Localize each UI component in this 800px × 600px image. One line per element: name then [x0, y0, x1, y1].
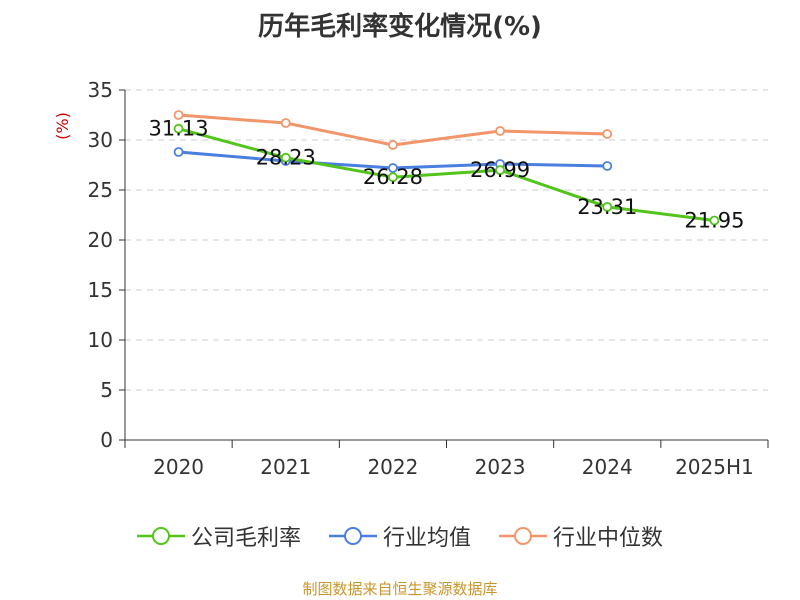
legend-marker-icon [499, 527, 547, 545]
legend-label: 行业均值 [382, 526, 471, 551]
data-point [173, 110, 184, 120]
x-tick-label: 2022 [367, 455, 418, 479]
data-point [173, 147, 184, 157]
data-point [602, 129, 613, 139]
data-point [602, 201, 613, 212]
data-label: 31.13 [149, 117, 209, 141]
chart-title: 历年毛利率变化情况(%) [258, 12, 542, 42]
legend-marker-icon [136, 527, 185, 545]
y-tick-label: 20 [88, 228, 113, 252]
x-tick-label: 2024 [582, 455, 633, 479]
legend-label: 公司毛利率 [190, 526, 301, 551]
data-point [388, 140, 398, 150]
y-axis-label: (%) [53, 112, 72, 140]
x-tick-label: 2025H1 [675, 455, 754, 479]
y-tick-label: 15 [88, 278, 113, 302]
x-tick-label: 2021 [260, 455, 311, 479]
data-point [173, 123, 184, 134]
data-point [388, 163, 398, 173]
y-tick-label: 35 [88, 78, 113, 102]
chart-svg: 0 5 10 15 20 25 30 35 (%) 2020 2021 2022 2023 2024 202… [53, 78, 769, 479]
chart-legend: 公司毛利率 行业均值 行业中位数 [0, 520, 800, 552]
legend-item[interactable]: 行业中位数 [499, 520, 663, 552]
legend-label: 行业中位数 [553, 526, 664, 551]
legend-marker-icon [328, 527, 377, 545]
data-label: 21.95 [684, 209, 744, 233]
legend-item[interactable]: 公司毛利率 [136, 520, 301, 552]
data-label: 26.28 [363, 165, 423, 189]
source-footer: 制图数据来自恒生聚源数据库 [302, 580, 498, 598]
data-point [495, 165, 505, 176]
y-tick-label: 0 [100, 428, 113, 452]
y-tick-label: 5 [100, 378, 113, 402]
data-point [709, 215, 720, 226]
series-line [178, 127, 715, 222]
y-tick-label: 30 [88, 128, 113, 152]
data-point [280, 118, 291, 128]
data-point [280, 152, 291, 163]
y-tick-label: 10 [88, 328, 113, 352]
data-point [495, 126, 505, 136]
y-tick-label: 25 [88, 178, 113, 202]
data-point [388, 172, 398, 183]
data-label: 26.99 [470, 158, 530, 182]
legend-item[interactable]: 行业均值 [328, 520, 471, 552]
data-point [602, 161, 613, 171]
data-label: 23.31 [577, 195, 637, 219]
x-tick-label: 2020 [153, 455, 204, 479]
x-tick-label: 2023 [475, 455, 526, 479]
data-label: 28.23 [256, 146, 316, 170]
